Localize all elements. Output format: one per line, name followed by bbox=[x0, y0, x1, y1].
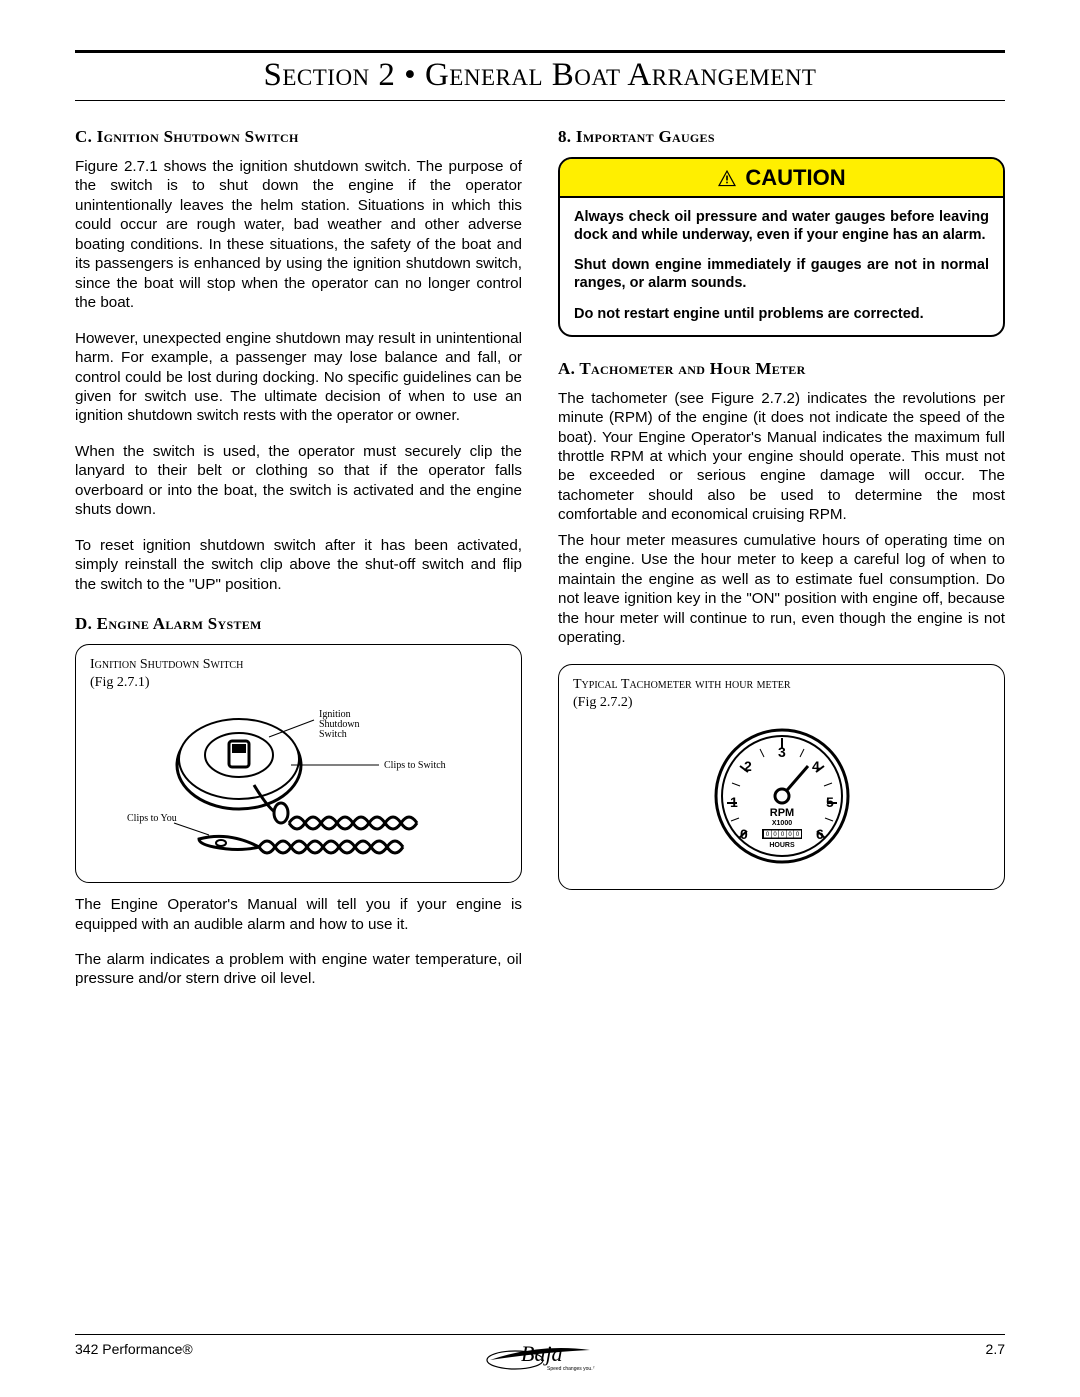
caution-text: Do not restart engine until problems are… bbox=[574, 305, 989, 323]
caution-text: Always check oil pressure and water gaug… bbox=[574, 208, 989, 244]
paragraph: The Engine Operator's Manual will tell y… bbox=[75, 895, 522, 934]
footer-left: 342 Performance® bbox=[75, 1341, 193, 1357]
svg-text:Baja: Baja bbox=[521, 1341, 563, 1366]
header-rule: Section 2 • General Boat Arrangement bbox=[75, 50, 1005, 101]
svg-text:RPM: RPM bbox=[769, 807, 793, 819]
paragraph: The alarm indicates a problem with engin… bbox=[75, 950, 522, 989]
figure-label: Ignition Shutdown Switch bbox=[90, 657, 243, 672]
caution-text: Shut down engine immediately if gauges a… bbox=[574, 256, 989, 292]
page: Section 2 • General Boat Arrangement C. … bbox=[0, 0, 1080, 1397]
svg-text:Clips to Switch: Clips to Switch bbox=[384, 760, 446, 771]
footer: 342 Performance® Baja Speed changes you.… bbox=[75, 1334, 1005, 1357]
paragraph: The hour meter measures cumulative hours… bbox=[558, 531, 1005, 648]
svg-text:Clips to You: Clips to You bbox=[127, 813, 177, 824]
figure-2-7-2: Typical Tachometer with hour meter (Fig … bbox=[558, 664, 1005, 890]
left-column: C. Ignition Shutdown Switch Figure 2.7.1… bbox=[75, 127, 522, 1005]
heading-c: C. Ignition Shutdown Switch bbox=[75, 127, 522, 147]
svg-text:HOURS: HOURS bbox=[769, 842, 795, 849]
figure-ref: (Fig 2.7.2) bbox=[573, 695, 633, 710]
figure-label: Typical Tachometer with hour meter bbox=[573, 677, 791, 692]
paragraph: When the switch is used, the operator mu… bbox=[75, 442, 522, 520]
right-column: 8. Important Gauges CAUTION Always check… bbox=[558, 127, 1005, 1005]
paragraph: To reset ignition shutdown switch after … bbox=[75, 536, 522, 594]
figure-ref: (Fig 2.7.1) bbox=[90, 675, 150, 690]
tachometer-diagram: 0 1 2 3 4 5 6 RPM X1000 0 0 0 bbox=[702, 721, 862, 871]
heading-d: D. Engine Alarm System bbox=[75, 614, 522, 634]
caution-body: Always check oil pressure and water gaug… bbox=[560, 198, 1003, 335]
paragraph: Figure 2.7.1 shows the ignition shutdown… bbox=[75, 157, 522, 313]
svg-text:X1000: X1000 bbox=[771, 820, 791, 827]
paragraph: The tachometer (see Figure 2.7.2) indica… bbox=[558, 389, 1005, 525]
heading-a: A. Tachometer and Hour Meter bbox=[558, 359, 1005, 379]
paragraph: However, unexpected engine shutdown may … bbox=[75, 329, 522, 426]
footer-right: 2.7 bbox=[986, 1341, 1005, 1357]
heading-8: 8. Important Gauges bbox=[558, 127, 1005, 147]
caution-box: CAUTION Always check oil pressure and wa… bbox=[558, 157, 1005, 337]
figure-2-7-1: Ignition Shutdown Switch (Fig 2.7.1) Ign… bbox=[75, 644, 522, 883]
svg-text:Switch: Switch bbox=[319, 729, 347, 740]
svg-text:Speed changes you.™: Speed changes you.™ bbox=[547, 1366, 595, 1372]
caution-title: CAUTION bbox=[745, 165, 845, 191]
ignition-switch-diagram: Ignition Shutdown Switch Clips to Switch bbox=[119, 695, 479, 870]
section-title: Section 2 • General Boat Arrangement bbox=[264, 57, 817, 93]
caution-header: CAUTION bbox=[560, 159, 1003, 198]
warning-icon bbox=[717, 169, 737, 187]
two-column-layout: C. Ignition Shutdown Switch Figure 2.7.1… bbox=[75, 127, 1005, 1005]
footer-logo: Baja Speed changes you.™ bbox=[485, 1338, 595, 1377]
